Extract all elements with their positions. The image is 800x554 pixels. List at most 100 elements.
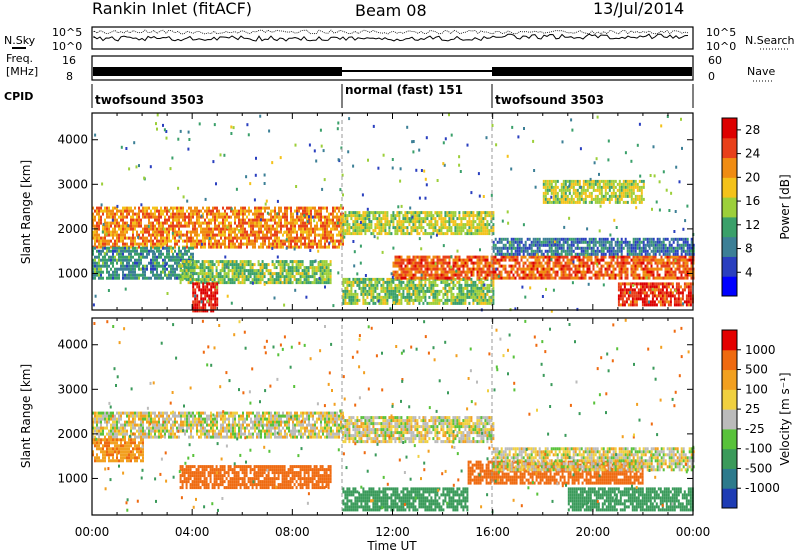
heatmap-cell [466,255,469,259]
heatmap-cell [252,212,254,216]
heatmap-cell [558,243,561,247]
heatmap-cell [686,261,689,265]
heatmap-cell [348,214,351,218]
heatmap-cell [172,227,174,231]
heatmap-cell [422,273,425,277]
heatmap-cell [426,277,429,281]
heatmap-cell [638,273,641,277]
heatmap-cell [636,240,639,244]
heatmap-cell [660,246,663,250]
heatmap-cell [452,220,455,224]
heatmap-cell [414,283,417,287]
heatmap-cell [164,206,166,210]
heatmap-cell [408,232,411,236]
heatmap-cell [152,221,154,225]
heatmap-cell [518,237,521,241]
heatmap-cell [572,249,575,253]
heatmap-cell [402,217,405,221]
heatmap-cell [408,261,411,265]
heatmap-cell [680,249,683,253]
heatmap-cell [670,261,673,265]
heatmap-cell [323,269,326,273]
heatmap-cell [436,283,439,287]
heatmap-cell [538,264,541,268]
heatmap-cell [188,215,190,219]
heatmap-cell [392,226,395,230]
heatmap-cell [302,206,304,210]
heatmap-cell [376,298,379,302]
heatmap-cell [138,276,140,280]
heatmap-cell [374,289,377,293]
heatmap-cell [390,292,393,296]
heatmap-cell [142,209,144,213]
heatmap-cell [528,273,531,277]
heatmap-cell [686,249,689,253]
heatmap-cell [240,221,242,225]
heatmap-cell [206,206,208,210]
heatmap-cell [468,220,471,224]
heatmap-cell [118,227,120,231]
heatmap-cell [96,221,98,225]
heatmap-cell [608,252,611,256]
heatmap-cell [334,221,336,225]
heatmap-cell [150,246,152,250]
heatmap-cell [94,258,96,262]
heatmap-cell [530,243,533,247]
heatmap-cell [516,246,519,250]
heatmap-cell [184,252,186,256]
heatmap-cell [644,258,647,262]
heatmap-cell [136,276,138,280]
heatmap-cell [294,209,296,213]
heatmap-cell [258,224,260,228]
heatmap-cell [406,226,409,230]
heatmap-cell [338,224,340,228]
heatmap-cell [590,252,593,256]
heatmap-cell [258,227,260,231]
heatmap-cell [239,266,242,270]
heatmap-cell [570,246,573,250]
heatmap-cell [456,261,459,265]
heatmap-cell [92,264,94,268]
heatmap-cell [154,261,156,265]
heatmap-cell [227,269,230,273]
heatmap-cell [360,280,363,284]
heatmap-cell [494,243,497,247]
heatmap-cell [154,236,156,240]
heatmap-cell [241,266,244,270]
heatmap-cell [320,242,322,246]
heatmap-cell [476,264,479,268]
heatmap-cell [134,212,136,216]
heatmap-cell [480,270,483,274]
heatmap-cell [660,243,663,247]
heatmap-cell [492,240,495,244]
heatmap-cell [142,252,144,256]
heatmap-cell [400,255,403,259]
heatmap-cell [194,227,196,231]
heatmap-cell [178,239,180,243]
heatmap-cell [414,226,417,230]
heatmap-cell [660,258,663,262]
heatmap-cell [160,273,162,277]
heatmap-cell [416,289,419,293]
heatmap-cell [176,221,178,225]
heatmap-cell [185,275,188,279]
heatmap-cell [370,277,373,281]
heatmap-cell [682,243,685,247]
heatmap-cell [466,220,469,224]
heatmap-cell [396,226,399,230]
heatmap-cell [306,206,308,210]
heatmap-cell [174,218,176,222]
heatmap-cell [544,188,547,192]
heatmap-cell [154,276,156,280]
heatmap-cell [297,278,300,282]
heatmap-cell [220,230,222,234]
heatmap-cell [444,214,447,218]
heatmap-cell [344,298,347,302]
heatmap-cell [554,264,557,268]
heatmap-cell [322,230,324,234]
heatmap-cell [178,276,180,280]
heatmap-cell [186,209,188,213]
heatmap-cell [446,264,449,268]
heatmap-cell [130,239,132,243]
heatmap-cell [454,232,457,236]
